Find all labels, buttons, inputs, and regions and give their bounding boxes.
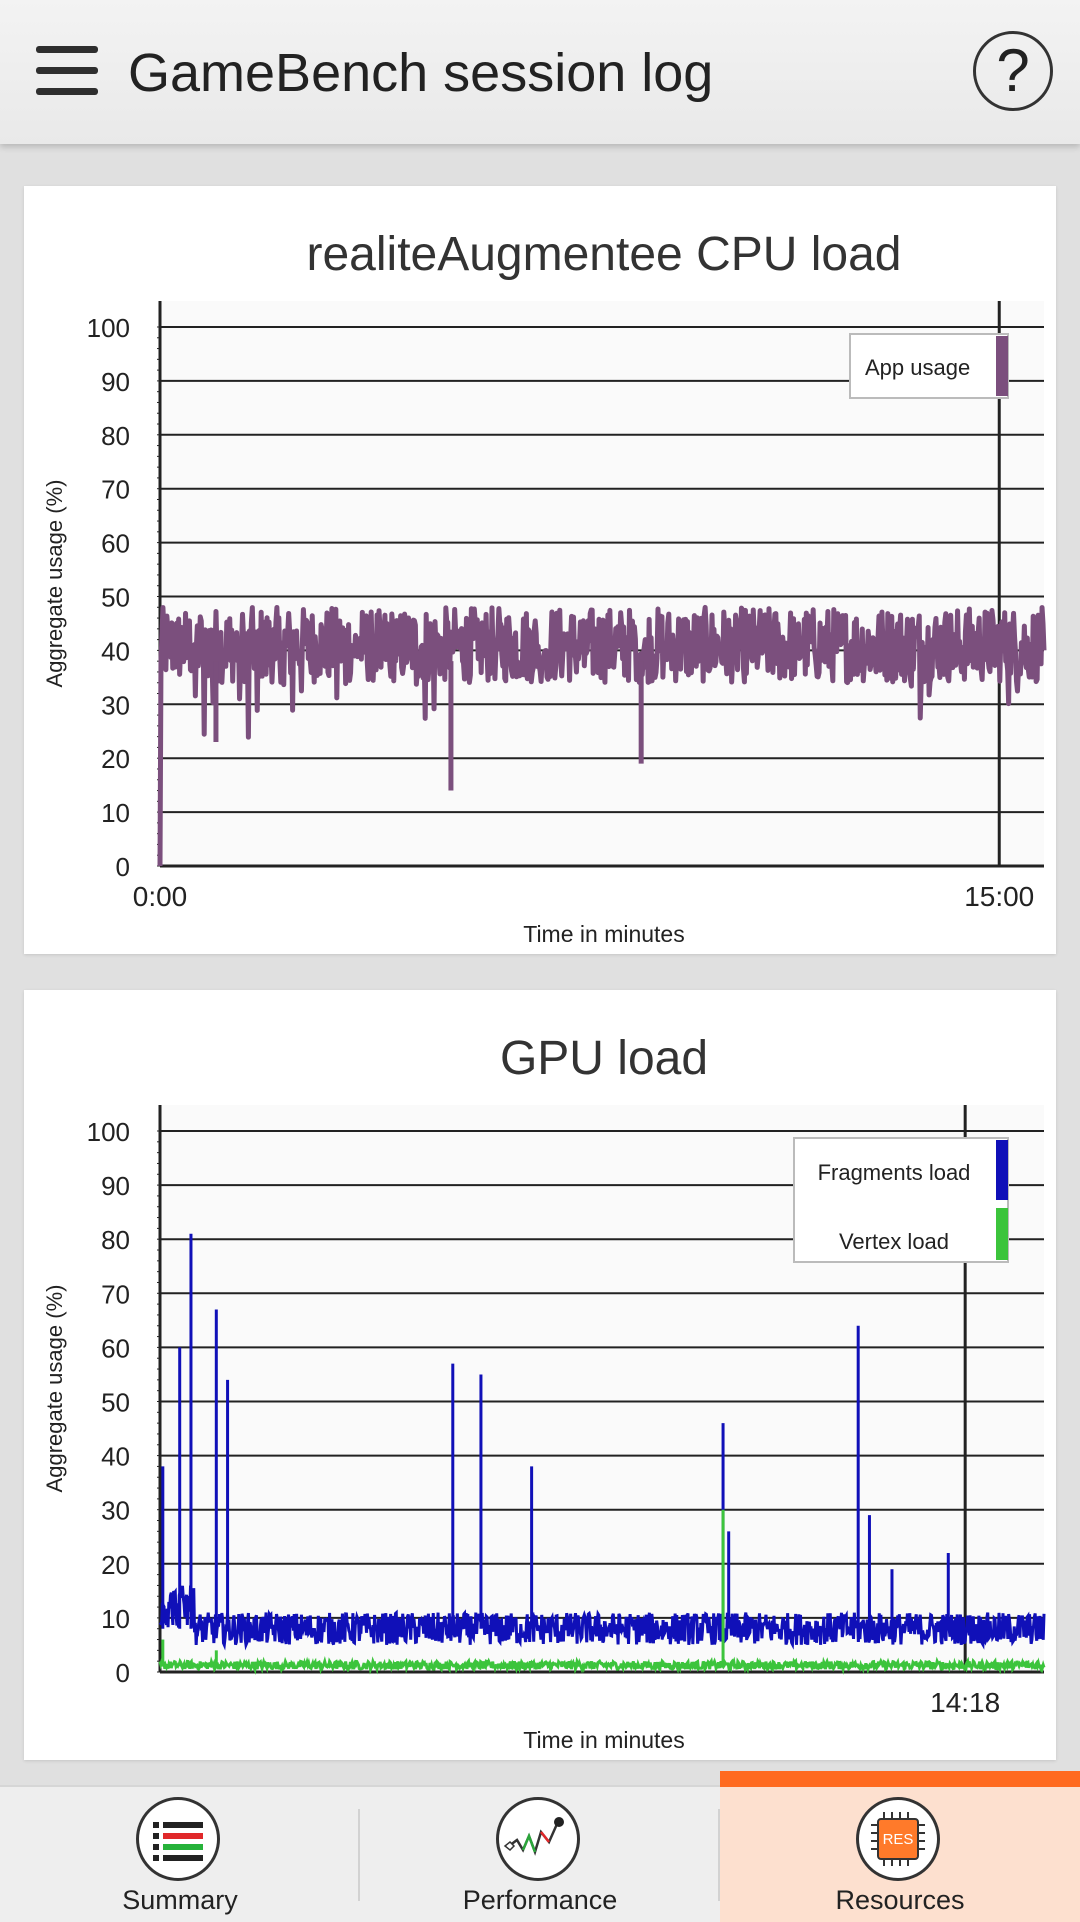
y-tick-label: 50 — [101, 583, 130, 613]
y-tick-label: 10 — [101, 798, 130, 828]
active-tab-indicator — [720, 1771, 1080, 1787]
y-axis-label: Aggregate usage (%) — [42, 480, 67, 688]
nav-performance[interactable]: Performance — [360, 1787, 720, 1922]
nav-summary-label: Summary — [122, 1885, 238, 1915]
nav-divider — [358, 1809, 360, 1901]
legend-box — [793, 1137, 1009, 1263]
y-tick-label: 70 — [101, 1279, 130, 1309]
chart-title: GPU load — [500, 1032, 708, 1085]
y-tick-label: 30 — [101, 1496, 130, 1526]
y-tick-label: 100 — [87, 313, 130, 343]
legend-swatch — [996, 1208, 1008, 1260]
nav-performance-label: Performance — [462, 1885, 618, 1915]
page-title: GameBench session log — [128, 43, 714, 103]
cpu-load-card: realiteAugmentee CPU load 0 10 20 30 40 50 60 70… — [24, 186, 1056, 954]
y-tick-label: 0 — [116, 852, 130, 882]
x-axis-label: Time in minutes — [523, 1727, 684, 1753]
y-tick-label: 50 — [101, 1388, 130, 1418]
gpu-load-chart: GPU load 0 10 20 30 40 50 60 70 80 90 100 14:18 Time … — [42, 1032, 1046, 1753]
vertex-series-line — [158, 1656, 1046, 1676]
y-tick-label: 60 — [101, 1333, 130, 1363]
y-tick-label: 100 — [87, 1117, 130, 1147]
nav-summary[interactable]: Summary — [0, 1787, 360, 1922]
legend-label: Vertex load — [839, 1229, 949, 1254]
nav-divider — [718, 1809, 720, 1901]
nav-resources-badge: RES — [883, 1831, 914, 1848]
legend-box — [849, 333, 1009, 399]
gpu-load-card: GPU load 0 10 20 30 40 50 60 70 80 90 100 14:18 Time … — [24, 990, 1056, 1760]
nav-resources-label: Resources — [835, 1885, 965, 1915]
y-tick-label: 60 — [101, 529, 130, 559]
legend-label: App usage — [865, 355, 970, 380]
y-tick-label: 20 — [101, 744, 130, 774]
chip-icon: RES — [856, 1797, 940, 1881]
y-tick-label: 70 — [101, 475, 130, 505]
y-tick-label: 90 — [101, 367, 130, 397]
x-axis-label: Time in minutes — [523, 921, 684, 947]
y-tick-label: 0 — [116, 1658, 130, 1688]
legend-swatch — [996, 1140, 1008, 1200]
cpu-load-chart: realiteAugmentee CPU load 0 10 20 30 40 50 60 70… — [42, 228, 1047, 947]
y-tick-label: 20 — [101, 1550, 130, 1580]
chart-title: realiteAugmentee CPU load — [306, 228, 901, 281]
y-tick-label: 80 — [101, 421, 130, 451]
cpu-series-line — [157, 604, 1047, 867]
performance-graph-icon — [496, 1797, 580, 1881]
x-tick-label: 0:00 — [133, 881, 188, 912]
y-tick-label: 40 — [101, 636, 130, 666]
legend-label: Fragments load — [818, 1160, 971, 1185]
y-tick-label: 30 — [101, 690, 130, 720]
fragments-series-line — [158, 1585, 1046, 1651]
bottom-navigation: Summary Performance — [0, 1771, 1080, 1922]
y-axis-label: Aggregate usage (%) — [42, 1285, 67, 1493]
hamburger-icon[interactable] — [36, 46, 98, 96]
x-tick-label: 14:18 — [930, 1687, 1000, 1718]
y-tick-label: 80 — [101, 1225, 130, 1255]
x-tick-label: 15:00 — [964, 881, 1034, 912]
y-tick-label: 40 — [101, 1442, 130, 1472]
y-tick-label: 90 — [101, 1171, 130, 1201]
nav-resources[interactable]: RES Resources — [720, 1771, 1080, 1922]
question-mark-icon[interactable]: ? — [973, 31, 1053, 111]
legend-swatch — [996, 336, 1008, 396]
y-tick-label: 10 — [101, 1604, 130, 1634]
summary-list-icon — [136, 1797, 220, 1881]
app-bar: GameBench session log ? — [0, 0, 1080, 144]
